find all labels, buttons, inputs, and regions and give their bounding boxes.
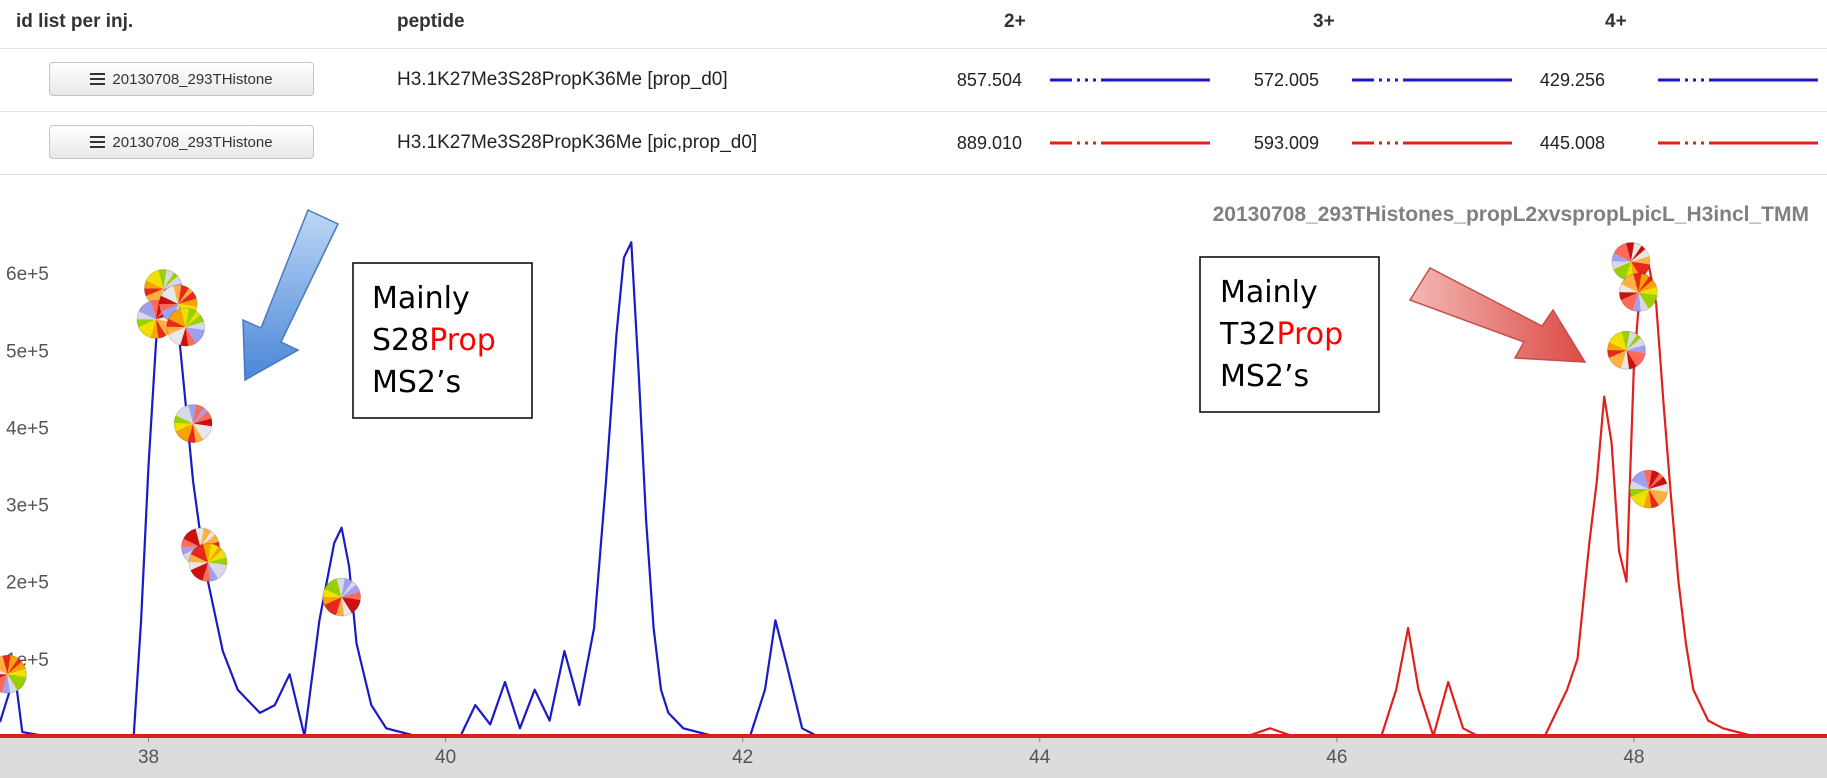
blue-arrow	[242, 208, 340, 382]
pie-marker	[173, 404, 213, 444]
header-charge-3: 3+	[1313, 11, 1335, 32]
annotation-t32-line1: Mainly	[1220, 275, 1318, 310]
pie-marker	[1629, 469, 1669, 509]
plot-title: 20130708_293THistones_propL2xvspropLpicL…	[1212, 203, 1809, 226]
row-line-styles	[1050, 78, 1818, 82]
pie-marker	[322, 577, 362, 617]
mz-charge-3: 572.005	[1253, 70, 1319, 90]
x-tick-label: 44	[1029, 747, 1051, 768]
y-tick-label: 3e+5	[6, 496, 49, 517]
peptide-name: H3.1K27Me3S28PropK36Me [pic,prop_d0]	[397, 132, 758, 153]
id-list-button[interactable]: 20130708_293THistone	[49, 125, 314, 159]
y-tick-label: 4e+5	[6, 418, 49, 439]
mz-charge-4: 445.008	[1539, 133, 1605, 153]
header-charge-2: 2+	[1004, 11, 1026, 32]
y-tick-label: 5e+5	[6, 341, 49, 362]
annotation-t32-line2: T32Prop	[1219, 317, 1343, 352]
table-row: 20130708_293THistone H3.1K27Me3S28PropK3…	[0, 112, 1827, 175]
header-id-list: id list per inj.	[16, 11, 134, 32]
pie-marker	[0, 654, 27, 694]
x-tick-label: 42	[732, 747, 753, 768]
list-icon	[90, 136, 106, 148]
row-line-styles	[1050, 141, 1818, 145]
mz-charge-2: 889.010	[956, 133, 1022, 153]
id-list-button[interactable]: 20130708_293THistone	[49, 62, 314, 96]
annotation-s28-line2: S28Prop	[372, 323, 496, 358]
pie-marker	[1606, 330, 1646, 370]
mz-charge-2: 857.504	[956, 70, 1022, 90]
mz-charge-4: 429.256	[1539, 70, 1605, 90]
annotation-s28-line3: MS2’s	[372, 365, 461, 400]
id-list-button-label: 20130708_293THistone	[112, 70, 273, 88]
annotation-box-s28	[352, 262, 533, 419]
y-tick-label: 6e+5	[6, 264, 49, 285]
y-tick-label: 2e+5	[6, 573, 49, 594]
x-axis-band	[0, 736, 1827, 778]
header-charge-4: 4+	[1605, 11, 1627, 32]
annotation-s28-line1: Mainly	[372, 281, 470, 316]
pie-marker	[166, 307, 206, 347]
pie-markers	[0, 242, 1669, 694]
series-line-2	[0, 264, 1827, 738]
list-icon	[90, 73, 106, 85]
table-header: id list per inj. peptide 2+ 3+ 4+	[0, 0, 1827, 49]
red-arrow	[1408, 267, 1587, 363]
mz-charge-3: 593.009	[1253, 133, 1319, 153]
x-tick-label: 40	[435, 747, 456, 768]
id-list-button-label: 20130708_293THistone	[112, 133, 273, 151]
pie-marker	[1618, 272, 1658, 312]
pie-marker	[1611, 242, 1651, 282]
x-axis: 38 40 42 44 46 48	[138, 736, 1644, 768]
y-axis: 1e+52e+53e+54e+55e+56e+5	[6, 264, 49, 671]
x-tick-label: 38	[138, 747, 159, 768]
pie-marker	[188, 542, 228, 582]
annotation-box-t32	[1199, 256, 1380, 413]
x-tick-label: 48	[1623, 747, 1644, 768]
peptide-name: H3.1K27Me3S28PropK36Me [prop_d0]	[397, 69, 728, 90]
annotation-t32-line3: MS2’s	[1220, 359, 1309, 394]
table-row: 20130708_293THistone H3.1K27Me3S28PropK3…	[0, 49, 1827, 112]
x-tick-label: 46	[1326, 747, 1347, 768]
header-peptide: peptide	[397, 11, 465, 32]
